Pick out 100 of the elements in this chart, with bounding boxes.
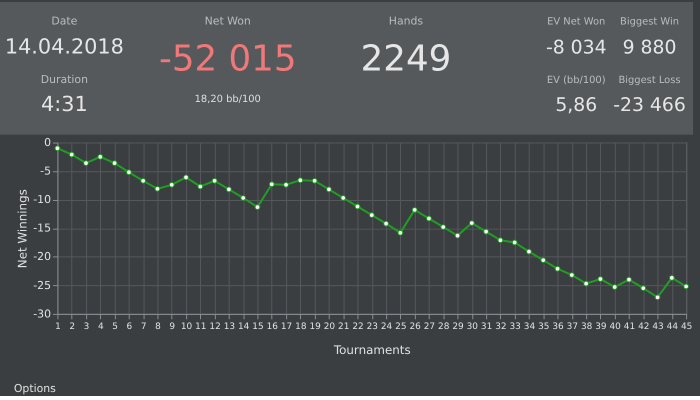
x-tick-label: 25 <box>395 322 407 332</box>
x-tick-label: 1 <box>55 322 61 332</box>
point <box>254 204 260 210</box>
x-tick-label: 22 <box>352 322 364 332</box>
point <box>483 228 489 234</box>
x-tick-label: 26 <box>409 322 422 332</box>
y-tick-label: -5 <box>40 164 51 178</box>
point <box>598 276 604 282</box>
point <box>168 182 175 188</box>
point <box>498 237 504 243</box>
x-tick-label: 13 <box>224 322 236 332</box>
x-tick-label: 45 <box>680 322 692 332</box>
y-tick-label: -10 <box>33 193 52 206</box>
point <box>683 284 689 290</box>
point <box>126 169 132 176</box>
x-tick-label: 12 <box>209 322 221 332</box>
point <box>669 275 675 281</box>
point <box>626 276 632 282</box>
point <box>268 181 275 188</box>
point <box>140 178 146 184</box>
x-tick-label: 28 <box>438 322 450 332</box>
x-tick-label: 23 <box>366 322 378 332</box>
point <box>354 204 360 210</box>
text: -52 015 <box>158 38 296 80</box>
x-tick-label: 32 <box>495 322 507 332</box>
text: EV (bb/100) <box>546 75 606 86</box>
point <box>112 160 118 166</box>
text: 18,20 bb/100 <box>194 94 261 105</box>
x-tick-label: 29 <box>452 322 464 332</box>
y-tick-label: 0 <box>44 136 52 150</box>
point <box>368 212 375 218</box>
point <box>526 248 532 254</box>
point <box>540 257 546 263</box>
point <box>412 207 418 213</box>
x-tick-label: 21 <box>338 322 350 332</box>
point <box>312 178 318 184</box>
point <box>554 266 560 272</box>
text: 2249 <box>360 38 452 80</box>
y-axis-title: Net Winnings <box>15 189 30 268</box>
x-tick-label: 36 <box>552 322 564 332</box>
x-tick-label: 3 <box>84 322 90 332</box>
text: Biggest Win <box>620 16 679 28</box>
point <box>440 224 446 230</box>
x-tick-label: 35 <box>538 322 550 332</box>
y-tick-label: -20 <box>33 250 52 264</box>
y-tick-label: -30 <box>33 307 52 320</box>
x-tick-label: 6 <box>126 322 133 332</box>
x-tick-label: 39 <box>595 322 607 332</box>
x-tick-label: 7 <box>140 322 146 332</box>
x-tick-label: 34 <box>524 322 536 332</box>
x-tick-label: 44 <box>666 322 678 332</box>
x-tick-label: 10 <box>180 322 193 332</box>
point <box>183 174 189 180</box>
x-tick-label: 11 <box>195 322 206 332</box>
y-tick-label: -25 <box>33 278 51 292</box>
text: 5,86 <box>555 94 598 116</box>
point <box>97 154 104 160</box>
text: EV Net Won <box>547 16 606 28</box>
x-tick-label: 40 <box>610 322 622 332</box>
x-axis-title: Tournaments <box>332 342 411 357</box>
text: -8 034 <box>546 37 607 58</box>
x-tick-label: 4 <box>98 322 104 332</box>
point <box>68 152 75 158</box>
point <box>640 285 646 291</box>
point <box>212 178 218 184</box>
x-tick-label: 18 <box>295 322 307 332</box>
point <box>298 177 304 184</box>
point <box>240 195 246 201</box>
point <box>198 184 204 190</box>
x-tick-label: 16 <box>266 322 278 332</box>
x-tick-label: 41 <box>624 322 636 332</box>
point <box>654 294 660 300</box>
x-tick-label: 24 <box>380 322 393 332</box>
x-tick-label: 37 <box>566 322 578 332</box>
x-tick-label: 27 <box>424 322 436 332</box>
x-tick-label: 30 <box>466 322 478 332</box>
x-tick-label: 14 <box>238 322 250 332</box>
point <box>398 230 404 236</box>
point <box>468 220 475 226</box>
x-tick-label: 19 <box>309 322 322 332</box>
x-tick-label: 38 <box>580 322 593 332</box>
x-tick-label: 2 <box>69 322 76 332</box>
text: Hands <box>388 14 424 28</box>
point <box>54 145 60 152</box>
x-tick-label: 17 <box>280 322 292 332</box>
point <box>83 160 89 166</box>
text: 4:31 <box>41 92 88 116</box>
text: Date <box>51 14 78 28</box>
text: -23 466 <box>613 94 686 116</box>
x-tick-label: 15 <box>252 322 264 332</box>
text: Net Won <box>204 14 251 28</box>
point <box>326 186 332 192</box>
point <box>226 186 232 192</box>
point <box>383 220 389 226</box>
x-tick-label: 5 <box>112 322 118 332</box>
x-tick-label: 43 <box>652 322 664 332</box>
point <box>154 186 160 192</box>
point <box>283 182 289 188</box>
x-tick-label: 42 <box>638 322 650 332</box>
point <box>426 216 432 222</box>
